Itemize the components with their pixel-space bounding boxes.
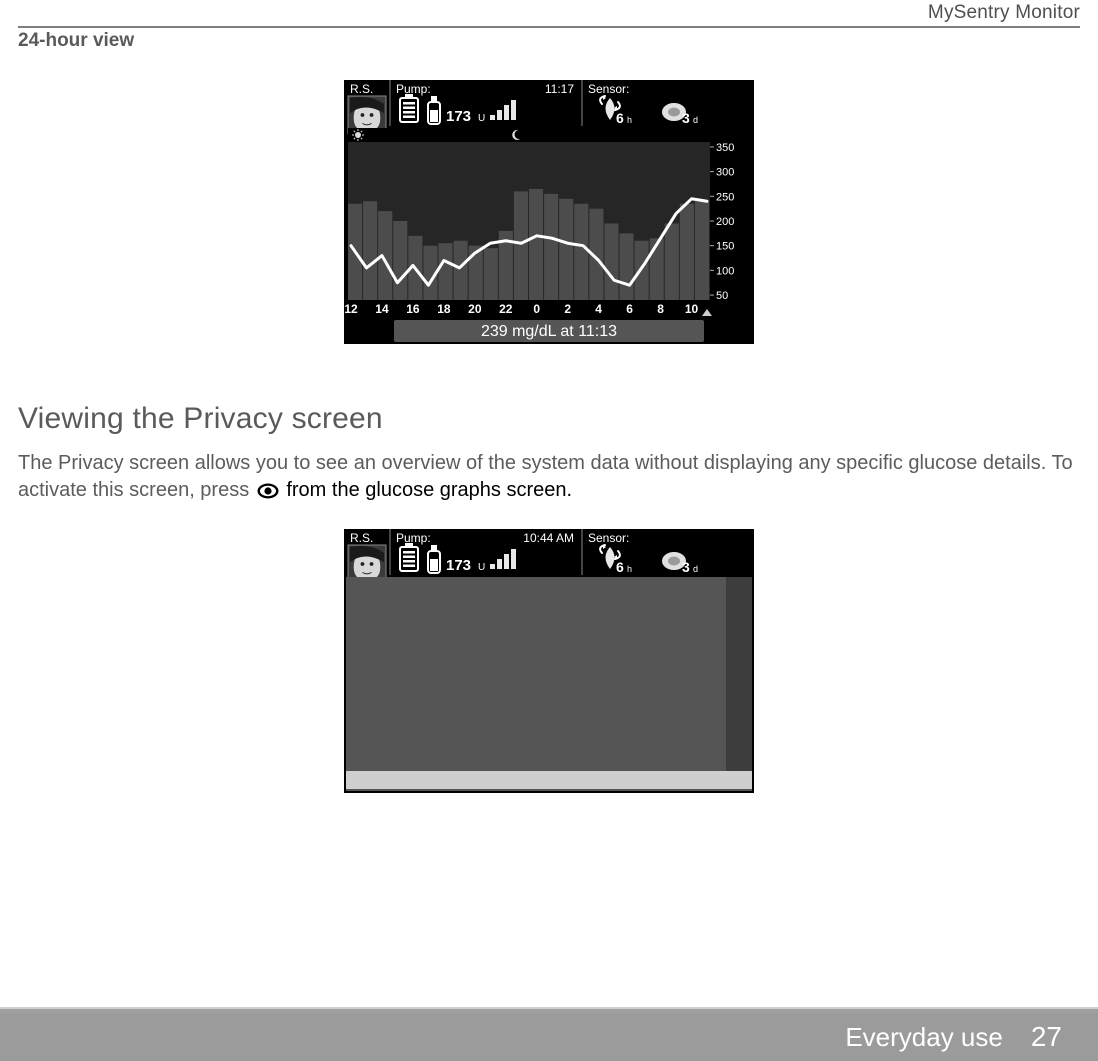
header-rule (18, 26, 1080, 28)
privacy-tail-text: from the glucose graphs screen. (286, 479, 572, 501)
section-title-24h: 24-hour view (18, 30, 1080, 52)
svg-text:20: 20 (468, 302, 482, 316)
svg-text:12: 12 (344, 302, 358, 316)
svg-text:10:44 AM: 10:44 AM (523, 531, 574, 545)
svg-text:d: d (693, 564, 698, 574)
svg-text:22: 22 (499, 302, 513, 316)
svg-text:8: 8 (657, 302, 664, 316)
svg-text:2: 2 (564, 302, 571, 316)
eye-icon (257, 480, 279, 507)
svg-text:Pump:: Pump: (396, 82, 431, 96)
svg-text:d: d (693, 115, 698, 125)
svg-text:150: 150 (716, 241, 734, 253)
page-footer: Everyday use 27 (0, 1007, 1098, 1059)
svg-text:6: 6 (616, 110, 624, 126)
svg-text:0: 0 (533, 302, 540, 316)
svg-text:239 mg/dL at 11:13: 239 mg/dL at 11:13 (481, 323, 617, 340)
svg-text:U: U (478, 562, 485, 573)
svg-text:173: 173 (446, 557, 471, 574)
paragraph-privacy: The Privacy screen allows you to see an … (18, 450, 1080, 507)
svg-text:350: 350 (716, 142, 734, 154)
svg-text:Sensor:: Sensor: (588, 531, 629, 545)
svg-text:6: 6 (626, 302, 633, 316)
svg-text:Pump:: Pump: (396, 531, 431, 545)
svg-text:100: 100 (716, 265, 734, 277)
footer-chapter: Everyday use (845, 1022, 1003, 1053)
svg-text:R.S.: R.S. (350, 82, 373, 96)
svg-text:4: 4 (595, 302, 602, 316)
svg-text:11:17: 11:17 (545, 82, 574, 96)
svg-text:250: 250 (716, 191, 734, 203)
svg-text:Sensor:: Sensor: (588, 82, 629, 96)
svg-text:300: 300 (716, 167, 734, 179)
svg-text:50: 50 (716, 290, 728, 302)
footer-page-number: 27 (1031, 1021, 1062, 1053)
device-screenshot-privacy: R.S. Pump: 10:44 AM Sensor: 173 U 6h 3d (344, 529, 754, 793)
svg-text:18: 18 (437, 302, 451, 316)
svg-text:3: 3 (682, 559, 690, 575)
svg-text:h: h (627, 115, 632, 125)
svg-text:6: 6 (616, 559, 624, 575)
svg-text:h: h (627, 564, 632, 574)
svg-text:200: 200 (716, 216, 734, 228)
svg-text:R.S.: R.S. (350, 531, 373, 545)
svg-text:U: U (478, 113, 485, 124)
svg-text:3: 3 (682, 110, 690, 126)
svg-text:173: 173 (446, 108, 471, 125)
svg-text:14: 14 (375, 302, 389, 316)
header-label: MySentry Monitor (18, 0, 1080, 26)
device-screenshot-24h: R.S.Pump:11:17Sensor:173U6h3d50100150200… (344, 80, 754, 344)
svg-text:10: 10 (685, 302, 699, 316)
svg-text:16: 16 (406, 302, 420, 316)
heading-privacy: Viewing the Privacy screen (18, 402, 1080, 436)
